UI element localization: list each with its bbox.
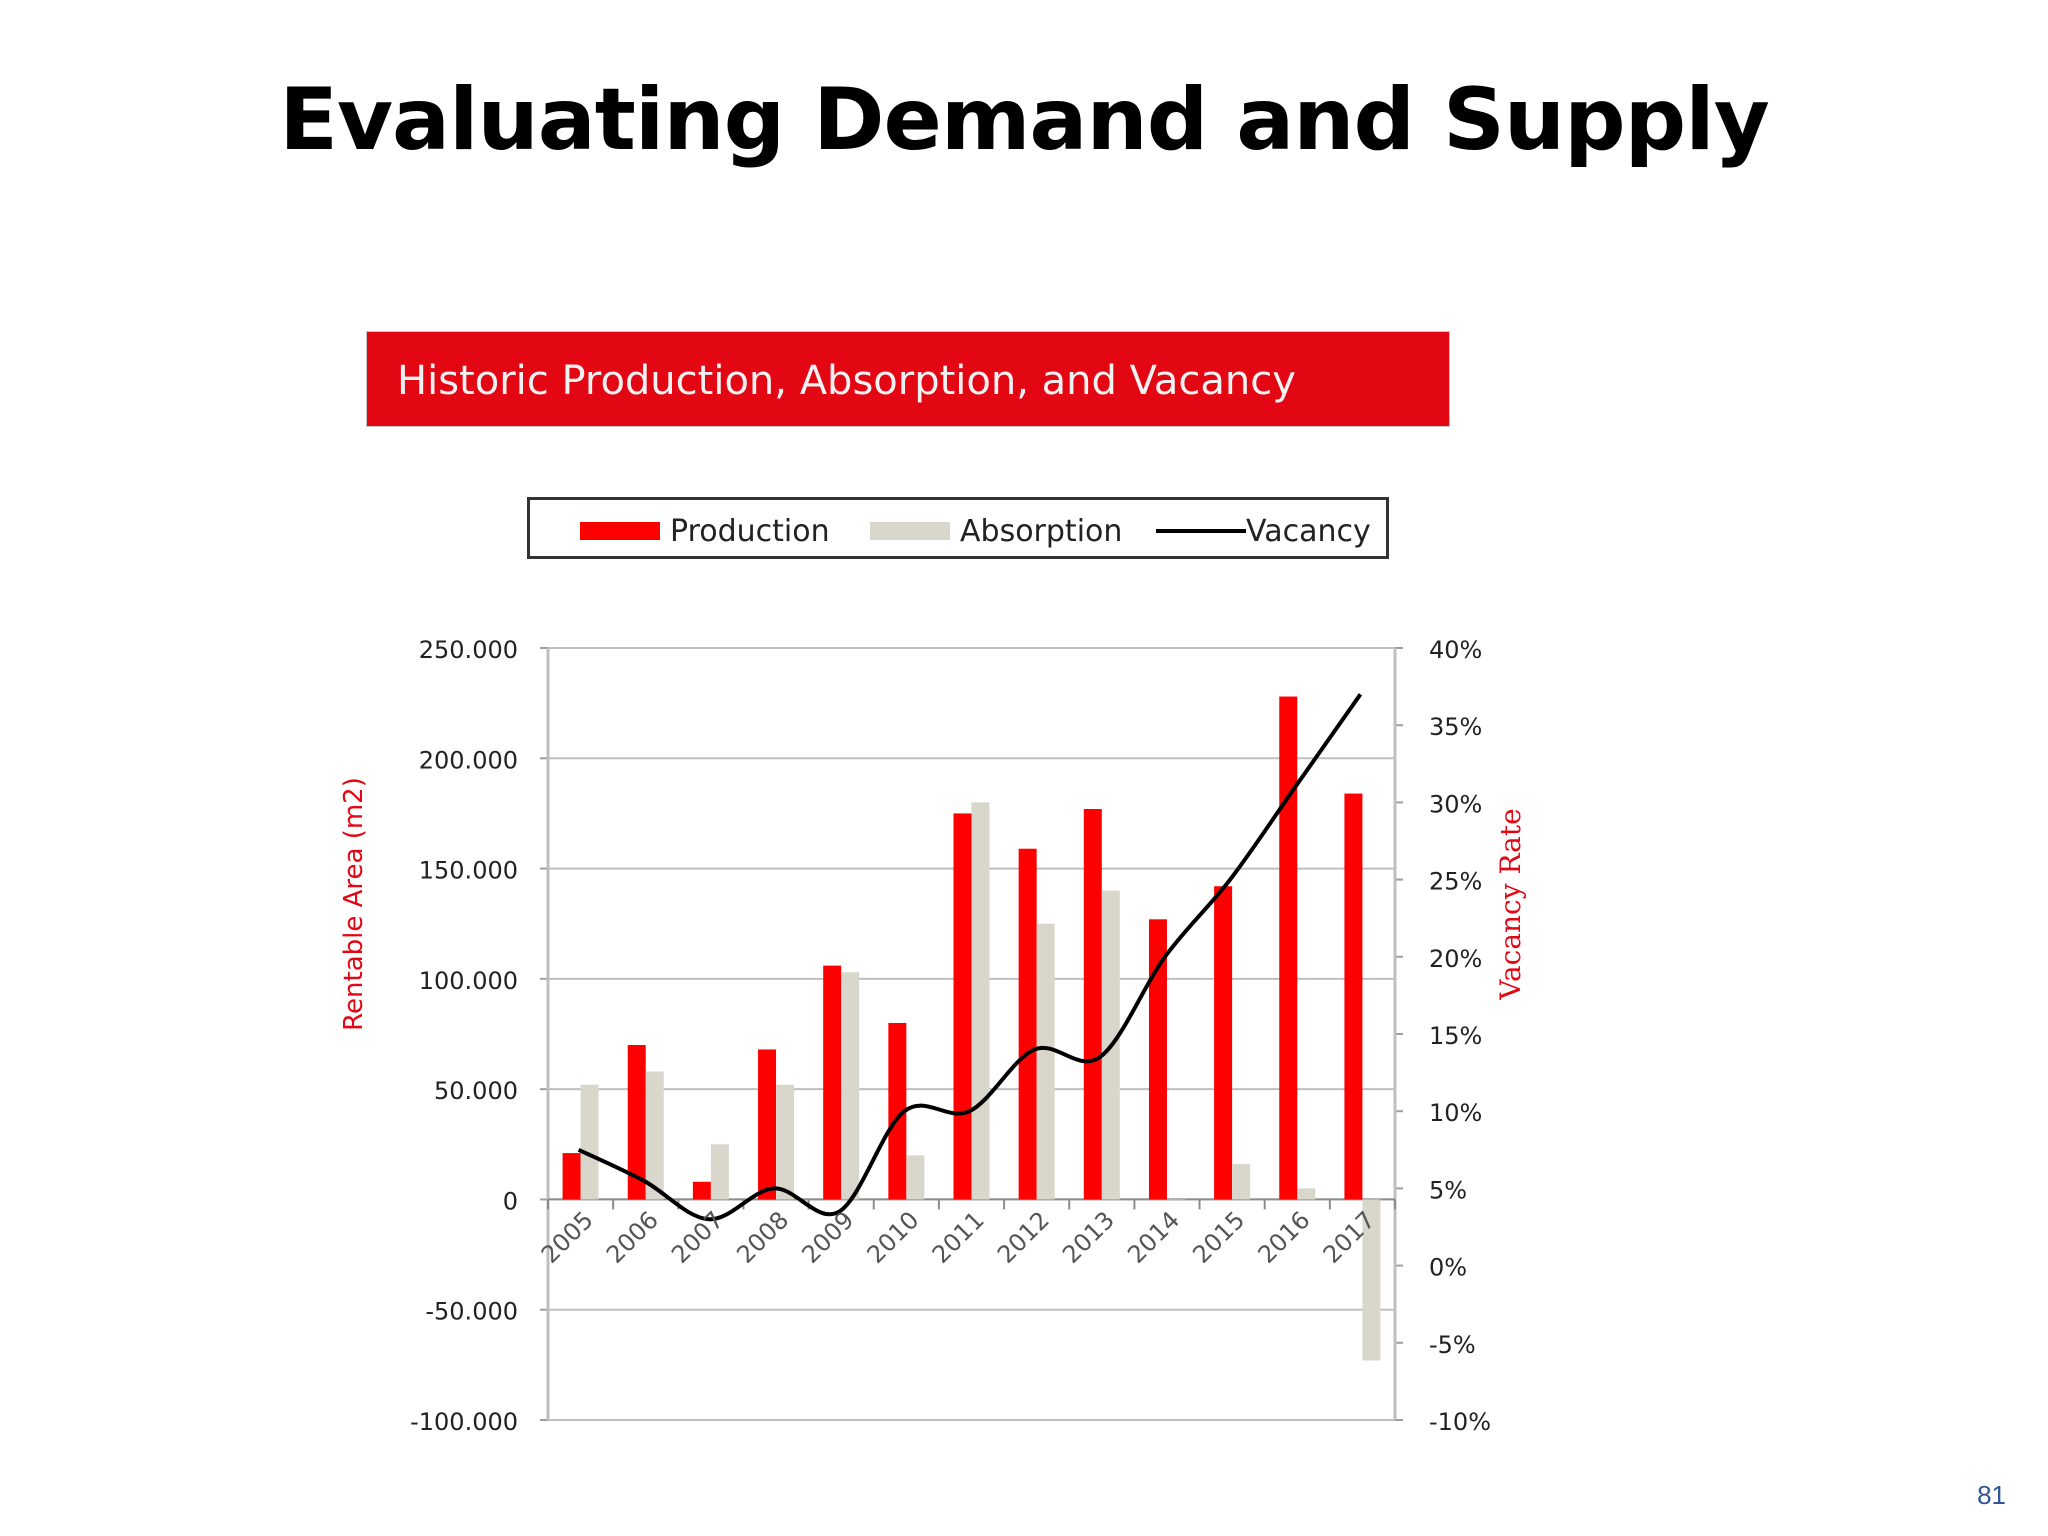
production-bar bbox=[953, 813, 972, 1200]
right-tick-label: 5% bbox=[1429, 1176, 1467, 1204]
vacancy-line bbox=[577, 693, 1363, 1222]
absorption-bar bbox=[1036, 923, 1055, 1200]
category-label: 2012 bbox=[992, 1206, 1055, 1269]
category-label: 2015 bbox=[1187, 1206, 1250, 1269]
right-tick-label: 40% bbox=[1429, 636, 1482, 664]
production-bar bbox=[562, 1153, 581, 1200]
production-bar bbox=[627, 1045, 646, 1200]
production-bar bbox=[1344, 793, 1363, 1200]
absorption-bar bbox=[1166, 1199, 1185, 1200]
category-label: 2010 bbox=[862, 1206, 925, 1269]
right-tick-label: 25% bbox=[1429, 868, 1482, 896]
absorption-bar bbox=[776, 1084, 795, 1200]
production-bar bbox=[758, 1049, 777, 1200]
absorption-bar bbox=[906, 1155, 925, 1200]
chart-banner: Historic Production, Absorption, and Vac… bbox=[366, 331, 1450, 427]
category-label: 2011 bbox=[927, 1206, 990, 1269]
right-tick-label: 15% bbox=[1429, 1022, 1482, 1050]
left-tick-label: 250.000 bbox=[419, 636, 518, 664]
category-label: 2005 bbox=[536, 1206, 599, 1269]
left-tick-label: 100.000 bbox=[419, 967, 518, 995]
right-tick-label: 30% bbox=[1429, 790, 1482, 818]
absorption-bar bbox=[841, 972, 860, 1200]
vacancy-line-swatch bbox=[1156, 529, 1246, 533]
legend-label-production: Production bbox=[670, 514, 830, 549]
right-tick-label: 20% bbox=[1429, 945, 1482, 973]
production-bar bbox=[1214, 886, 1233, 1200]
production-bar bbox=[823, 965, 842, 1200]
right-tick-label: 0% bbox=[1429, 1254, 1467, 1282]
production-bar bbox=[888, 1022, 907, 1200]
right-axis-title: Vacancy Rate bbox=[1494, 808, 1527, 1000]
chart-legend: Production Absorption Vacancy bbox=[527, 497, 1389, 559]
production-swatch bbox=[580, 522, 660, 540]
absorption-bar bbox=[580, 1084, 599, 1200]
category-label: 2014 bbox=[1122, 1206, 1185, 1269]
absorption-bar bbox=[710, 1144, 729, 1200]
category-label: 2006 bbox=[601, 1206, 664, 1269]
chart-banner-title: Historic Production, Absorption, and Vac… bbox=[397, 358, 1296, 404]
absorption-bar bbox=[1297, 1188, 1316, 1200]
absorption-bar bbox=[645, 1071, 664, 1200]
left-tick-label: 150.000 bbox=[419, 857, 518, 885]
right-tick-label: -5% bbox=[1429, 1331, 1476, 1359]
left-tick-label: -100.000 bbox=[410, 1408, 518, 1436]
left-tick-label: -50.000 bbox=[425, 1298, 518, 1326]
production-bar bbox=[1279, 696, 1298, 1200]
left-tick-label: 200.000 bbox=[419, 746, 518, 774]
page-number: 81 bbox=[1977, 1480, 2006, 1510]
production-bar bbox=[1148, 919, 1167, 1200]
category-label: 2013 bbox=[1057, 1206, 1120, 1269]
right-tick-label: 35% bbox=[1429, 713, 1482, 741]
right-tick-label: -10% bbox=[1429, 1408, 1491, 1436]
absorption-swatch bbox=[870, 522, 950, 540]
left-tick-label: 50.000 bbox=[434, 1077, 518, 1105]
absorption-bar bbox=[1232, 1164, 1251, 1200]
category-label: 2016 bbox=[1253, 1206, 1316, 1269]
absorption-bar bbox=[971, 802, 990, 1200]
production-bar bbox=[1083, 809, 1102, 1200]
right-tick-label: 10% bbox=[1429, 1099, 1482, 1127]
production-bar bbox=[1018, 848, 1037, 1200]
legend-label-absorption: Absorption bbox=[960, 514, 1123, 549]
left-tick-label: 0 bbox=[503, 1187, 518, 1215]
legend-label-vacancy: Vacancy bbox=[1246, 514, 1371, 549]
category-label: 2008 bbox=[731, 1206, 794, 1269]
slide-title: Evaluating Demand and Supply bbox=[279, 70, 1770, 170]
left-axis-title: Rentable Area (m2) bbox=[339, 777, 369, 1031]
absorption-bar bbox=[1362, 1199, 1381, 1361]
production-bar bbox=[692, 1181, 711, 1200]
